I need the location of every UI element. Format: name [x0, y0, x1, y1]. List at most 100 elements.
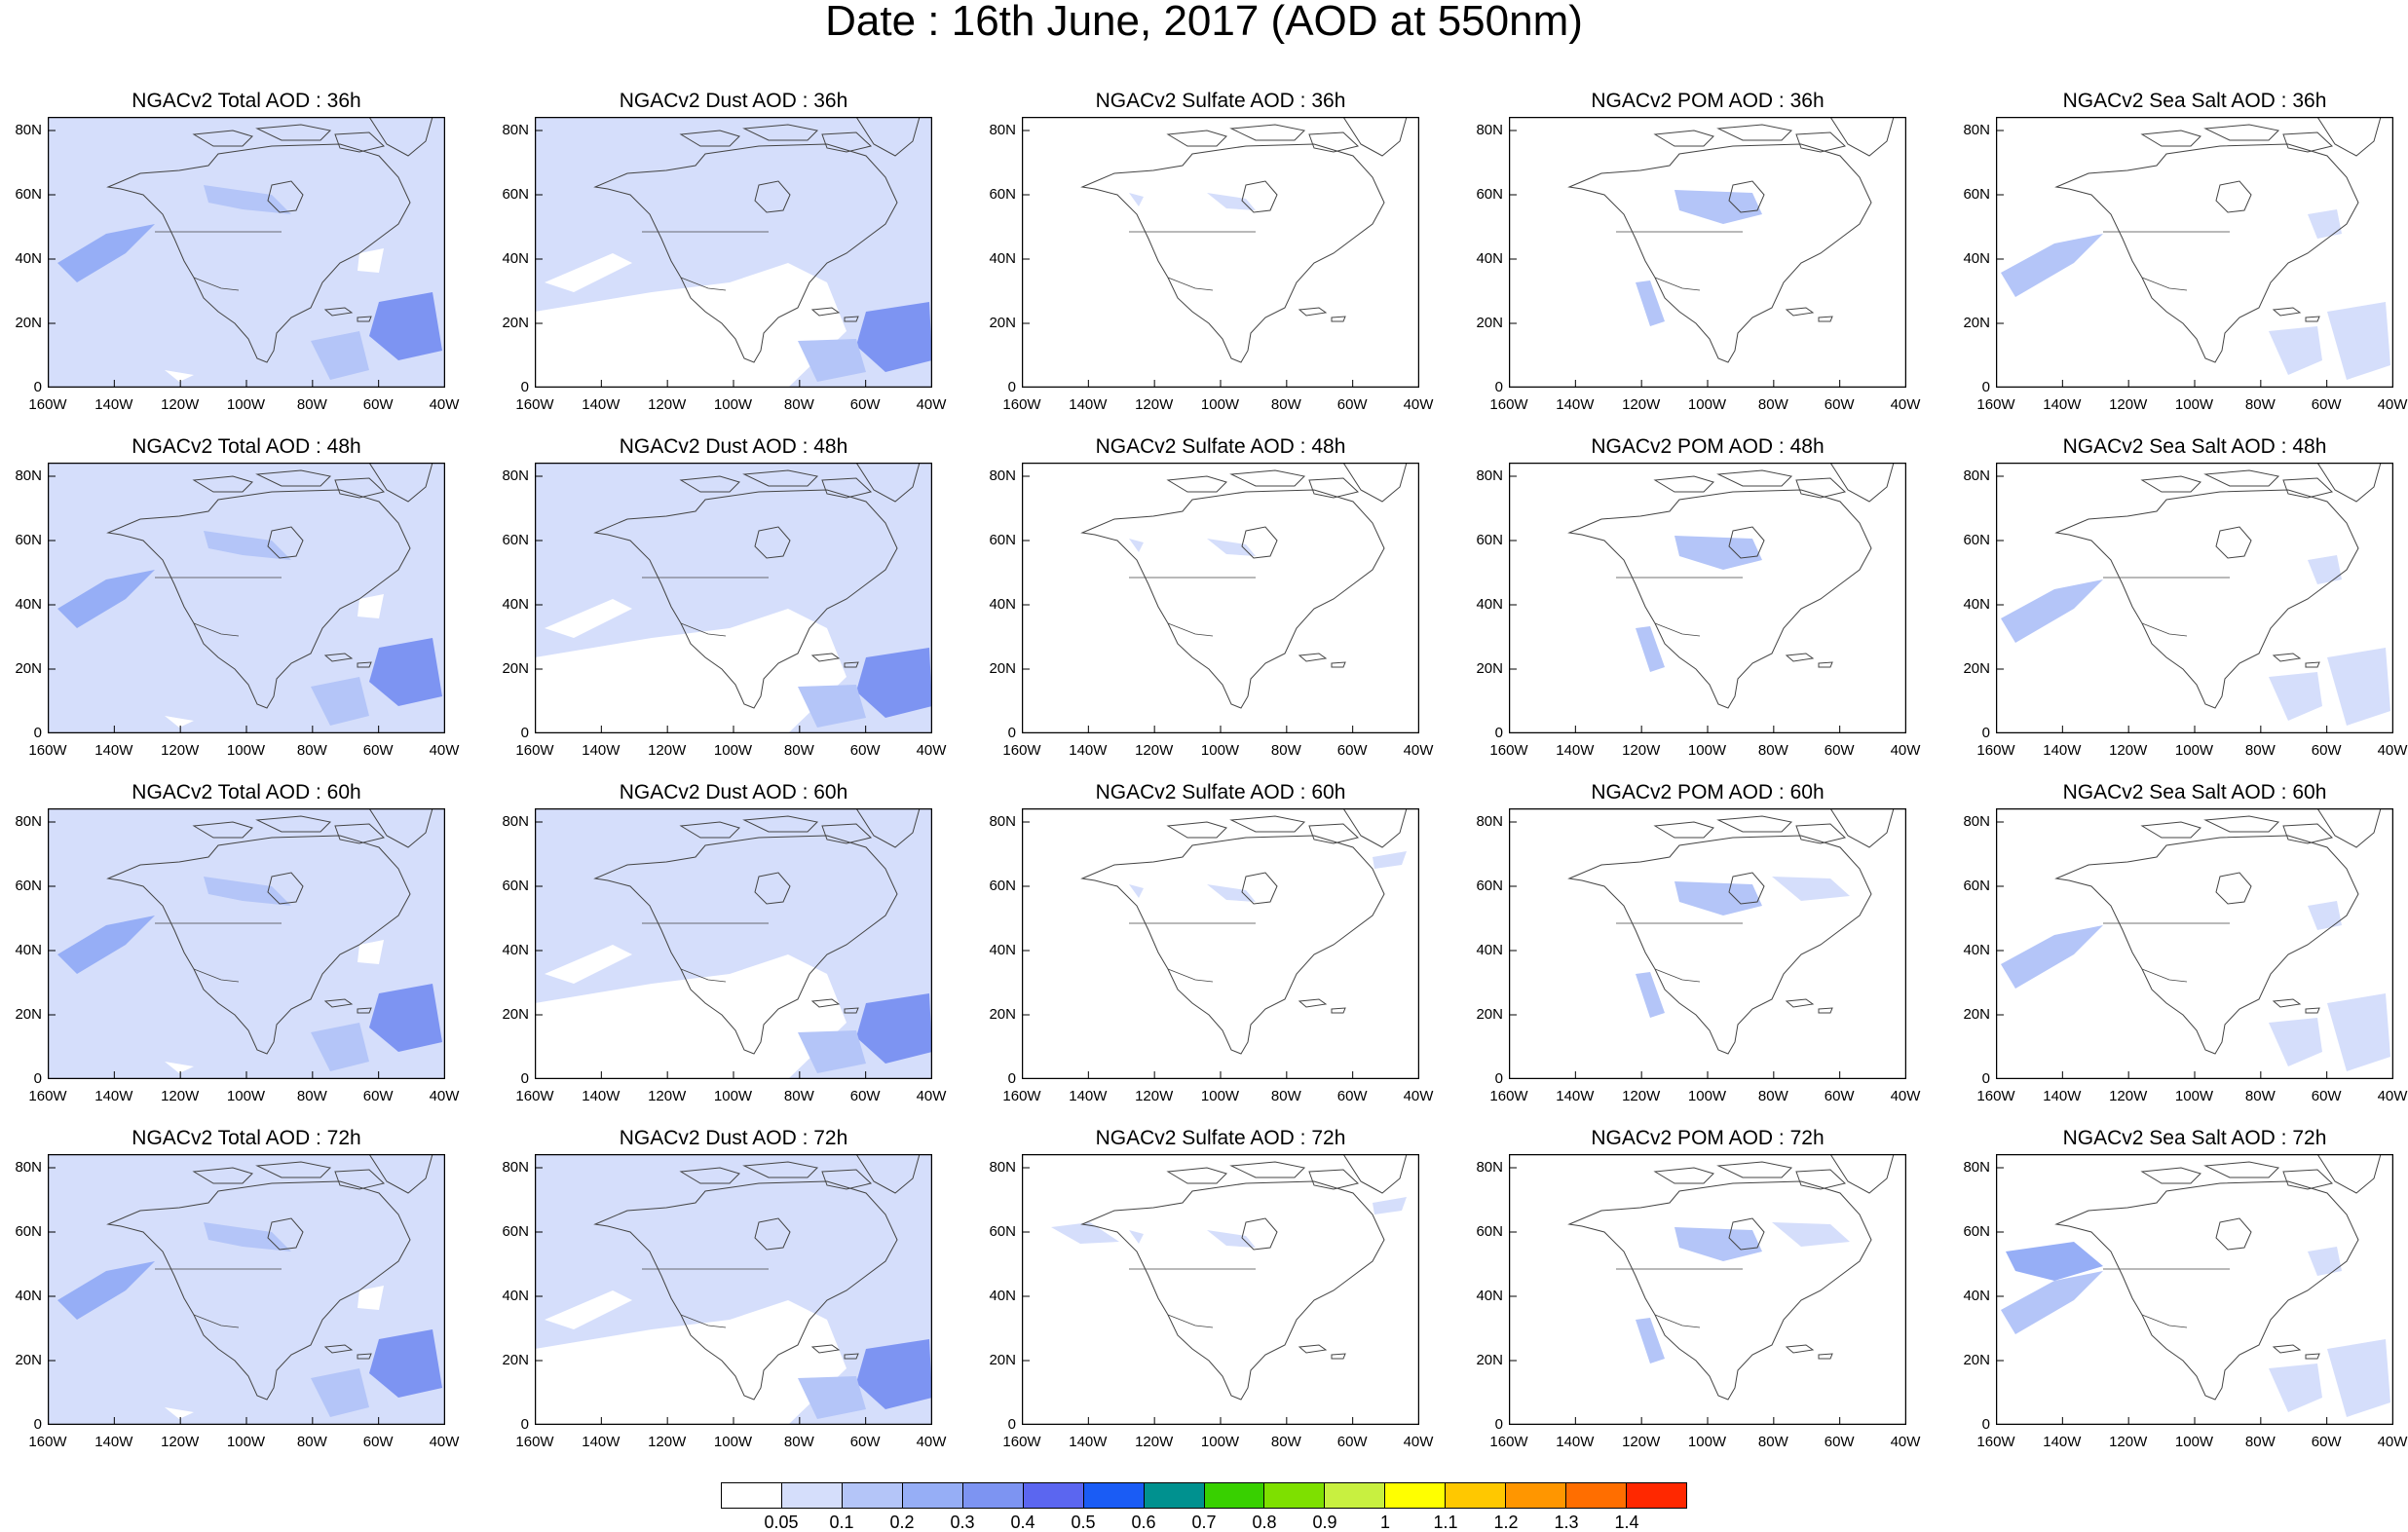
map-frame	[1509, 117, 1906, 388]
x-tick-label: 60W	[849, 1088, 881, 1104]
coastline	[2215, 872, 2252, 905]
coastline	[1795, 477, 1847, 499]
y-tick-label: 20N	[502, 660, 529, 677]
coastline	[593, 489, 898, 709]
x-tick-label: 140W	[2043, 396, 2082, 413]
aod-shading-region	[1129, 1230, 1144, 1244]
coastline	[754, 1217, 791, 1251]
x-tick-label: 100W	[2174, 1434, 2214, 1450]
aod-shading-region	[798, 1030, 866, 1073]
coastline	[106, 143, 411, 363]
y-tick-label: 0	[1494, 1070, 1503, 1087]
aod-shading-sea-salt-plume	[2001, 1271, 2103, 1334]
colorbar-label: 1.1	[1433, 1513, 1458, 1532]
coastline	[255, 1161, 332, 1178]
coastline	[2272, 653, 2302, 662]
x-tick-label: 120W	[1622, 1088, 1661, 1104]
y-tick-label: 80N	[1476, 122, 1503, 138]
y-tick-label: 20N	[1963, 1352, 1990, 1368]
colorbar-swatch	[722, 1483, 782, 1508]
colorbar-swatch	[842, 1483, 903, 1508]
coastline	[1308, 477, 1360, 499]
x-tick-label: 120W	[1135, 396, 1174, 413]
coastline	[2272, 307, 2302, 317]
y-tick-label: 40N	[1476, 596, 1503, 613]
x-tick-label: 40W	[1890, 396, 1921, 413]
x-tick-label: 60W	[2311, 1434, 2342, 1450]
x-tick-label: 100W	[2174, 1088, 2214, 1104]
coastline	[255, 124, 332, 141]
aod-shading-clear	[545, 1290, 632, 1329]
panel-title: NGACv2 POM AOD : 60h	[1591, 781, 1825, 803]
y-tick-label: 40N	[1476, 942, 1503, 958]
coastline	[2282, 823, 2334, 844]
coastline	[1166, 475, 1227, 493]
aod-shading-region	[1674, 881, 1762, 915]
coastline	[2203, 124, 2280, 141]
y-tick-label: 20N	[502, 1006, 529, 1023]
x-tick-label: 100W	[713, 1088, 753, 1104]
x-tick-label: 160W	[1002, 1088, 1041, 1104]
y-tick-label: 0	[1007, 379, 1016, 395]
coastline	[267, 526, 304, 559]
y-tick-label: 20N	[15, 1352, 42, 1368]
x-tick-label: 80W	[783, 742, 814, 759]
map-canvas	[1022, 463, 1419, 733]
panel-title: NGACv2 Dust AOD : 60h	[619, 781, 848, 803]
x-tick-label: 100W	[1200, 396, 1240, 413]
x-tick-label: 60W	[362, 396, 394, 413]
aod-shading-gap	[357, 940, 384, 964]
panel-title: NGACv2 Total AOD : 60h	[132, 781, 361, 803]
y-tick-label: 20N	[989, 315, 1016, 331]
x-tick-label: 140W	[94, 1088, 133, 1104]
x-tick-label: 120W	[2109, 396, 2148, 413]
y-tick-label: 40N	[1963, 1288, 1990, 1304]
coastline	[1331, 316, 1346, 322]
coastline	[1795, 823, 1847, 844]
y-tick-label: 60N	[989, 878, 1016, 894]
map-canvas	[1509, 117, 1906, 388]
y-tick-label: 0	[1981, 379, 1990, 395]
aod-shading-region	[204, 531, 291, 560]
aod-shading-region	[798, 339, 866, 382]
colorbar-swatch	[962, 1483, 1024, 1508]
x-tick-label: 60W	[1824, 396, 1855, 413]
x-tick-label: 100W	[713, 396, 753, 413]
coastline	[106, 835, 411, 1055]
colorbar-label: 0.4	[1010, 1513, 1035, 1532]
x-tick-label: 80W	[1757, 742, 1788, 759]
x-tick-label: 80W	[1757, 1088, 1788, 1104]
y-tick-label: 0	[1007, 725, 1016, 741]
map-canvas	[1996, 117, 2393, 388]
y-tick-label: 80N	[1476, 813, 1503, 830]
coastline	[2140, 821, 2201, 839]
map-frame	[1022, 808, 1419, 1079]
country-border	[1167, 968, 1214, 983]
coastline	[1342, 463, 1408, 503]
country-border	[193, 277, 240, 291]
coastline	[1785, 1344, 1815, 1354]
coastline	[2140, 1167, 2201, 1184]
aod-shading-sea-salt-plume	[2006, 1242, 2103, 1281]
map-canvas	[1022, 808, 1419, 1079]
y-tick-label: 80N	[1476, 1159, 1503, 1176]
colorbar-swatch	[1627, 1483, 1686, 1508]
aod-shading-region	[1674, 190, 1762, 224]
coastline	[1298, 998, 1328, 1008]
coastline	[855, 117, 921, 157]
y-tick-label: 20N	[1476, 1006, 1503, 1023]
y-tick-label: 80N	[1963, 813, 1990, 830]
x-tick-label: 60W	[362, 742, 394, 759]
aod-shading-region	[1636, 1318, 1665, 1364]
coastline	[1298, 653, 1328, 662]
y-tick-label: 20N	[1476, 1352, 1503, 1368]
coastline	[742, 469, 819, 487]
map-frame	[1509, 463, 1906, 733]
x-tick-label: 160W	[515, 1434, 554, 1450]
coastline	[2316, 463, 2382, 503]
coastline	[821, 1169, 873, 1190]
coastline	[1829, 117, 1895, 157]
y-tick-label: 20N	[1963, 315, 1990, 331]
aod-shading-region	[1772, 877, 1850, 901]
coastline	[323, 1344, 354, 1354]
